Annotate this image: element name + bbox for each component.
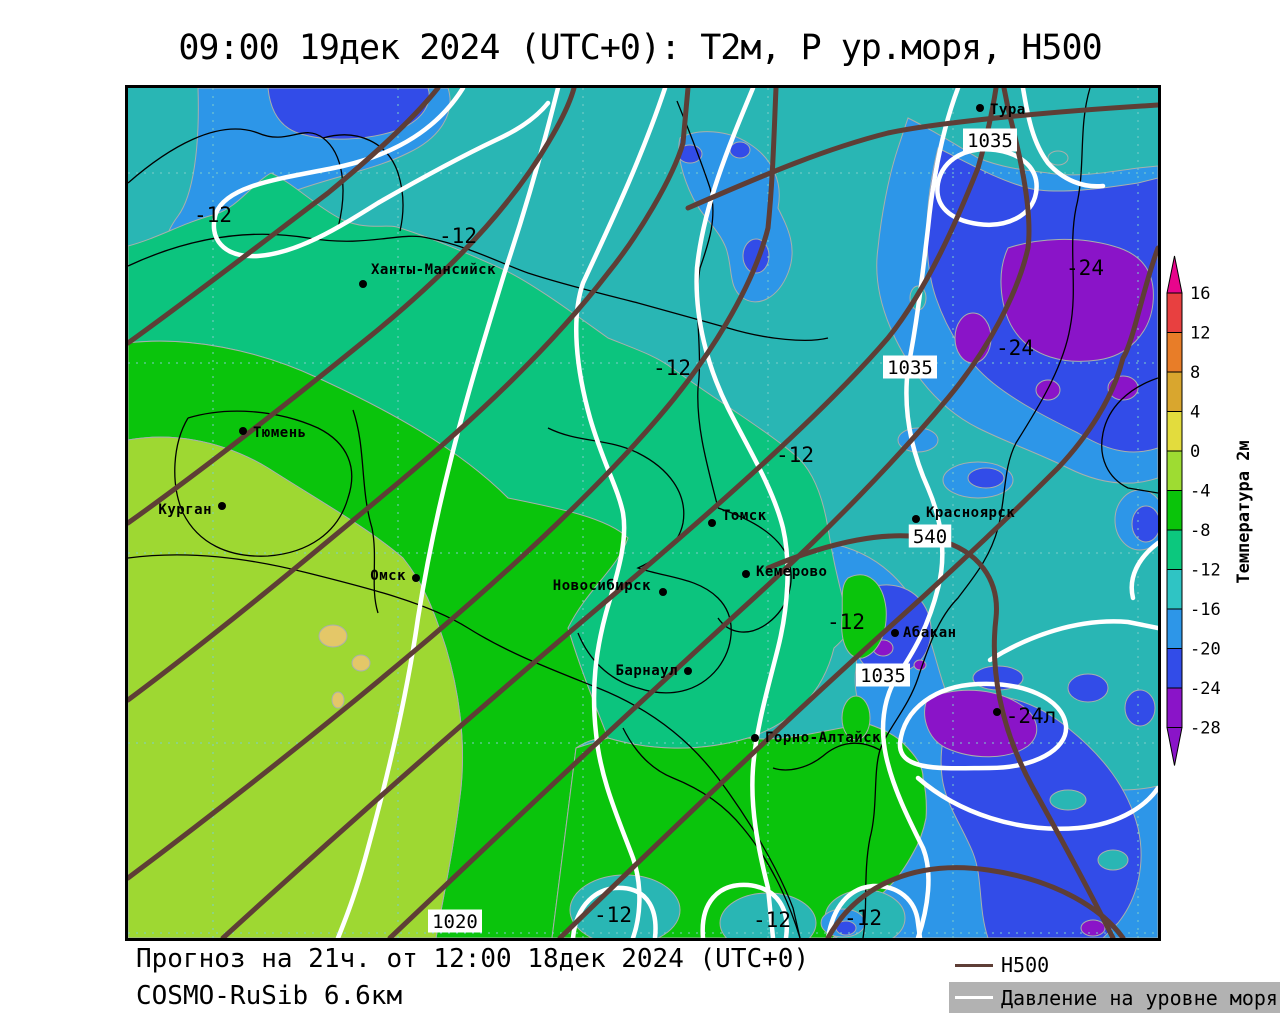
- temp-contour-label: -12: [827, 610, 865, 634]
- colorbar-segment: [1167, 688, 1182, 728]
- city-label: Абакан: [903, 625, 957, 641]
- temp-region-colder-spot: [1068, 674, 1108, 702]
- legend-pressure-label: Давление на уровне моря: [1001, 986, 1278, 1010]
- weather-map-page: { "title": "09:00 19дек 2024 (UTC+0): Т2…: [0, 0, 1280, 1024]
- colorbar-segment: [1167, 491, 1182, 531]
- colorbar-tick-label: -28: [1190, 719, 1221, 739]
- model-info: COSMO-RuSib 6.6км: [136, 981, 402, 1011]
- city-label: Кемерово: [756, 564, 827, 580]
- temp-region-speck: [1048, 151, 1068, 165]
- city-marker: [751, 734, 759, 742]
- city-label: Новосибирск: [553, 578, 651, 594]
- h500-line-icon: [955, 964, 993, 967]
- city-marker: [891, 629, 899, 637]
- forecast-info: Прогноз на 21ч. от 12:00 18дек 2024 (UTC…: [136, 944, 809, 974]
- colorbar-segment: [1167, 372, 1182, 412]
- colorbar-segment: [1167, 530, 1182, 570]
- colorbar-tick-label: -24: [1190, 679, 1221, 699]
- colorbar-arrow-top: [1167, 256, 1182, 293]
- temp-region-colder-spot: [1132, 506, 1158, 542]
- temp-region-speck: [1050, 790, 1086, 810]
- colorbar-tick-label: 16: [1190, 284, 1210, 304]
- colorbar-tick-label: -12: [1190, 561, 1221, 581]
- city-marker: [708, 519, 716, 527]
- temp-region-warm-spot: [352, 655, 370, 671]
- legend-pressure-row: Давление на уровне моря: [949, 982, 1280, 1013]
- city-label: Барнаул: [615, 663, 678, 679]
- city-marker: [412, 574, 420, 582]
- temp-contour-label: -12: [594, 903, 632, 927]
- colorbar-segment: [1167, 333, 1182, 373]
- city-marker: [239, 427, 247, 435]
- city-marker: [684, 667, 692, 675]
- colorbar-tick-label: 4: [1190, 403, 1200, 423]
- city-label: Омск: [370, 568, 406, 584]
- city-marker: [359, 280, 367, 288]
- city-marker: [993, 708, 1001, 716]
- temp-contour-label: -24: [1066, 256, 1104, 280]
- temp-region-warm-spot: [332, 692, 344, 708]
- temp-region-colder-spot: [730, 142, 750, 158]
- colorbar-segment: [1167, 649, 1182, 689]
- pressure-line-icon: [955, 996, 993, 999]
- temp-region-speck: [1098, 850, 1128, 870]
- colorbar-tick-label: -16: [1190, 600, 1221, 620]
- colorbar-tick-label: 8: [1190, 363, 1200, 383]
- temp-region-coldest-spot: [955, 313, 991, 363]
- city-label: Курган: [158, 502, 212, 518]
- city-label: Тюмень: [253, 425, 307, 441]
- page-title: 09:00 19дек 2024 (UTC+0): Т2м, P ур.моря…: [0, 28, 1280, 68]
- legend-h500-row: H500: [949, 952, 1280, 978]
- temp-region-colder-spot: [968, 468, 1004, 488]
- temp-region-warm-spot: [319, 625, 347, 647]
- map-area: -12 -12 -12 -12 -12 -12 -12 -12 -24 -24 -24л 1035 10…: [125, 85, 1161, 941]
- legend-h500-label: H500: [1001, 953, 1049, 977]
- colorbar-segment: [1167, 451, 1182, 491]
- colorbar-axis-title: Температура 2м: [1234, 440, 1254, 583]
- temp-contour-label: -24: [996, 336, 1034, 360]
- colorbar-segment: [1167, 293, 1182, 333]
- pressure-contour-label: 1035: [860, 665, 906, 687]
- city-marker: [218, 502, 226, 510]
- city-marker: [659, 588, 667, 596]
- city-marker: [976, 104, 984, 112]
- pressure-contour-label: 1035: [887, 357, 933, 379]
- temp-contour-label: -12: [439, 224, 477, 248]
- colorbar-segment: [1167, 412, 1182, 452]
- h500-contour-label: 540: [913, 526, 947, 548]
- temp-contour-label: -24л: [1006, 704, 1057, 728]
- temp-contour-label: -12: [776, 443, 814, 467]
- temperature-colorbar: 16 12 8 4 0 -4 -8 -12 -16 -20 -24 -28: [1160, 250, 1280, 780]
- temp-contour-label: -12: [194, 203, 232, 227]
- temp-region-colder-spot: [1125, 690, 1155, 726]
- city-label: Тура: [990, 102, 1026, 118]
- temp-contour-label: -12: [844, 906, 882, 930]
- temp-contour-label: -12: [753, 908, 791, 932]
- pressure-contour-label: 1035: [967, 130, 1013, 152]
- city-marker: [912, 515, 920, 523]
- pressure-contour-label: 1020: [432, 911, 478, 933]
- city-label: Ханты-Мансийск: [371, 262, 496, 278]
- city-label: Горно-Алтайск: [765, 730, 881, 746]
- colorbar-segment: [1167, 570, 1182, 610]
- colorbar-segment: [1167, 609, 1182, 649]
- colorbar-tick-label: -20: [1190, 640, 1221, 660]
- city-label: Красноярск: [926, 505, 1015, 521]
- colorbar-tick-label: 0: [1190, 442, 1200, 462]
- colorbar-tick-label: -8: [1190, 521, 1210, 541]
- colorbar-tick-label: -4: [1190, 482, 1210, 502]
- colorbar-tick-label: 12: [1190, 324, 1210, 344]
- weather-map: -12 -12 -12 -12 -12 -12 -12 -12 -24 -24 -24л 1035 10…: [128, 88, 1158, 938]
- temp-contour-label: -12: [653, 356, 691, 380]
- city-label: Томск: [722, 508, 767, 524]
- temp-region-coldest-spot: [1081, 920, 1105, 936]
- city-marker: [742, 570, 750, 578]
- colorbar-arrow-bottom: [1167, 728, 1182, 766]
